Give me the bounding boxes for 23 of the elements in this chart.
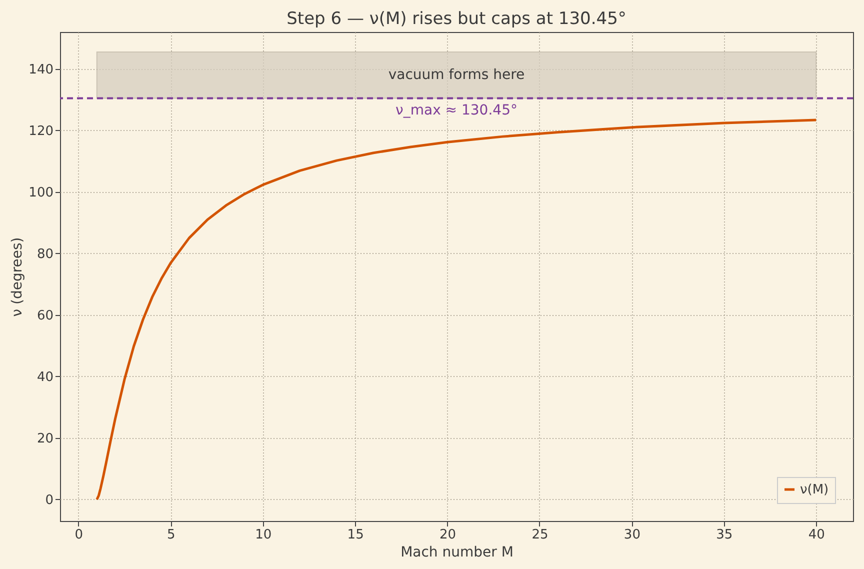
x-tick-label: 35 (716, 528, 733, 542)
x-tick-label: 0 (74, 528, 84, 542)
x-tick-label: 30 (624, 528, 640, 542)
x-tick-label: 25 (532, 528, 548, 542)
legend-label: ν(M) (800, 482, 829, 498)
y-tick-label: 140 (28, 62, 54, 78)
y-tick-label: 20 (36, 431, 54, 446)
y-tick-label: 40 (36, 370, 54, 385)
x-axis-title: Mach number M (400, 544, 514, 560)
x-tick-label: 10 (255, 528, 272, 542)
band-label: vacuum forms here (388, 67, 525, 84)
x-tick-label: 40 (808, 528, 825, 542)
y-tick-label: 120 (28, 124, 54, 139)
x-tick-label: 5 (167, 528, 176, 542)
y-tick-label: 60 (36, 308, 54, 324)
y-tick-label: 80 (36, 246, 54, 262)
y-tick-label: 0 (45, 492, 54, 508)
y-tick-label: 100 (28, 185, 54, 200)
y-axis-title: ν (degrees) (10, 237, 26, 317)
x-tick-label: 20 (440, 528, 456, 542)
ref-line-label: ν_max ≈ 130.45° (396, 102, 518, 118)
chart-title: Step 6 — ν(M) rises but caps at 130.45° (286, 9, 626, 29)
x-tick-label: 15 (347, 528, 364, 542)
